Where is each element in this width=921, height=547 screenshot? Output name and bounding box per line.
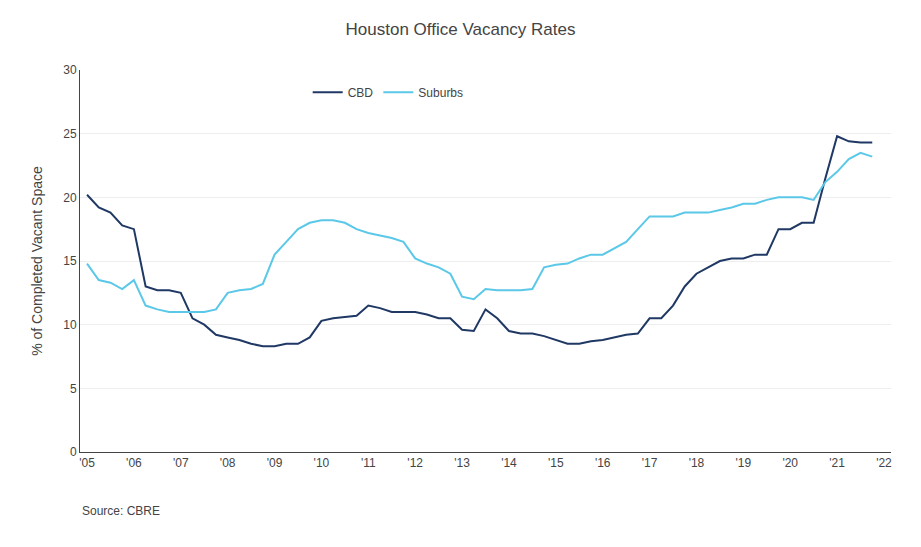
svg-text:'20: '20 bbox=[782, 456, 798, 470]
svg-text:'16: '16 bbox=[595, 456, 611, 470]
svg-text:'08: '08 bbox=[220, 456, 236, 470]
svg-text:10: 10 bbox=[63, 318, 77, 332]
svg-text:'18: '18 bbox=[689, 456, 705, 470]
svg-text:'22: '22 bbox=[876, 456, 892, 470]
svg-text:'15: '15 bbox=[548, 456, 564, 470]
svg-text:'17: '17 bbox=[642, 456, 658, 470]
svg-text:'09: '09 bbox=[267, 456, 283, 470]
svg-text:Source: CBRE: Source: CBRE bbox=[82, 504, 160, 518]
svg-text:'05: '05 bbox=[79, 456, 95, 470]
svg-text:20: 20 bbox=[63, 191, 77, 205]
svg-text:15: 15 bbox=[63, 254, 77, 268]
svg-text:'06: '06 bbox=[126, 456, 142, 470]
svg-text:Houston Office Vacancy Rates: Houston Office Vacancy Rates bbox=[346, 20, 576, 39]
svg-text:'14: '14 bbox=[501, 456, 517, 470]
svg-text:% of Completed Vacant Space: % of Completed Vacant Space bbox=[29, 166, 45, 356]
svg-text:'13: '13 bbox=[454, 456, 470, 470]
svg-text:CBD: CBD bbox=[348, 86, 374, 100]
svg-text:25: 25 bbox=[63, 127, 77, 141]
svg-text:0: 0 bbox=[70, 445, 77, 459]
svg-text:'12: '12 bbox=[407, 456, 423, 470]
svg-text:'07: '07 bbox=[173, 456, 189, 470]
svg-text:'11: '11 bbox=[361, 456, 376, 470]
svg-text:30: 30 bbox=[63, 63, 77, 77]
svg-text:5: 5 bbox=[70, 382, 77, 396]
svg-text:'21: '21 bbox=[829, 456, 845, 470]
svg-text:Suburbs: Suburbs bbox=[418, 86, 463, 100]
svg-text:'19: '19 bbox=[736, 456, 752, 470]
svg-text:'10: '10 bbox=[314, 456, 330, 470]
